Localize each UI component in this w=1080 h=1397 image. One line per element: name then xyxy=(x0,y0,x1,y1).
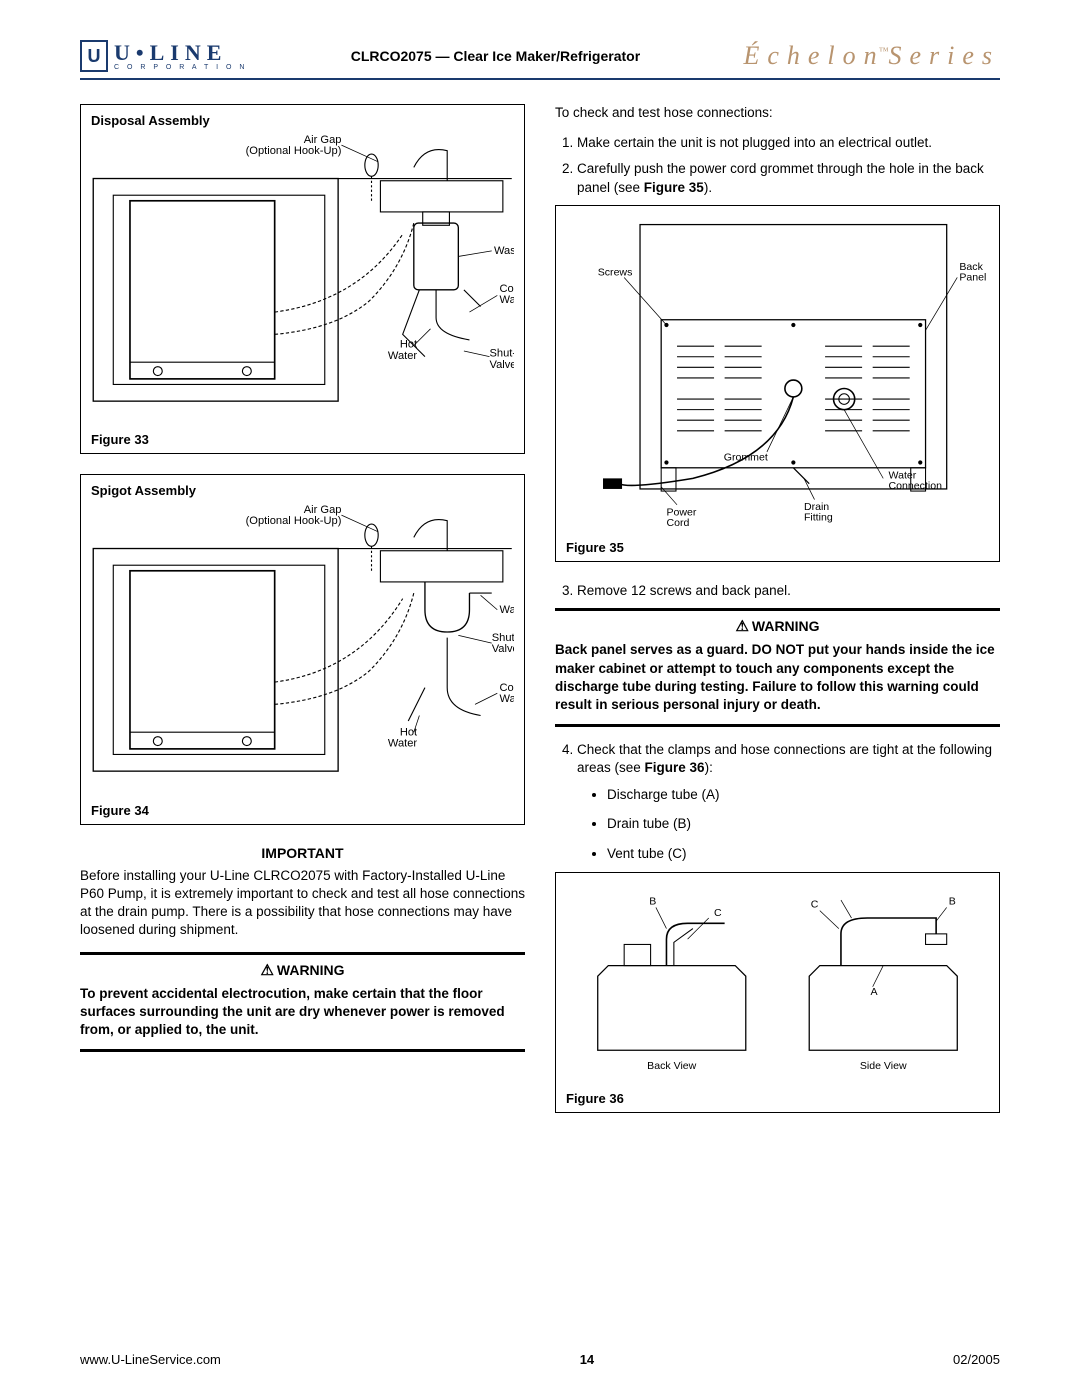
footer-date: 02/2005 xyxy=(953,1352,1000,1367)
right-column: To check and test hose connections: Make… xyxy=(555,104,1000,1133)
warning-triangle-icon-2: ⚠ xyxy=(735,618,748,635)
important-heading: IMPORTANT xyxy=(80,845,525,861)
lbl34-airgap2: (Optional Hook-Up) xyxy=(246,515,342,527)
product-title: CLRCO2075 — Clear Ice Maker/Refrigerator xyxy=(351,48,640,64)
step4-c: ): xyxy=(705,760,713,775)
lbl-water: Water xyxy=(500,294,514,306)
warning-triangle-icon: ⚠ xyxy=(260,962,273,979)
steps-list-2: Remove 12 screws and back panel. xyxy=(555,582,1000,600)
lbl35-fitting: Fitting xyxy=(804,512,833,524)
left-warning-heading: ⚠WARNING xyxy=(80,961,525,979)
figure-33-box: Disposal Assembly xyxy=(80,104,525,454)
lbl36-backview: Back View xyxy=(647,1061,696,1073)
right-warning-label: WARNING xyxy=(752,618,820,634)
lbl35-panel: Panel xyxy=(959,271,986,283)
fig34-diagram: Air Gap (Optional Hook-Up) Waste Shut-Of… xyxy=(91,504,514,793)
step-2: Carefully push the power cord grommet th… xyxy=(577,160,1000,196)
step-4: Check that the clamps and hose connectio… xyxy=(577,741,1000,864)
bullet-a: Discharge tube (A) xyxy=(607,784,1000,806)
left-warning-block: ⚠WARNING To prevent accidental electrocu… xyxy=(80,952,525,1053)
lbl36-sideview: Side View xyxy=(860,1061,907,1073)
fig33-title: Disposal Assembly xyxy=(91,113,514,128)
trademark-icon: ™ xyxy=(879,46,889,57)
fig34-title: Spigot Assembly xyxy=(91,483,514,498)
fig33-caption: Figure 33 xyxy=(91,432,514,447)
lbl-airgap2: (Optional Hook-Up) xyxy=(246,145,342,157)
left-column: Disposal Assembly xyxy=(80,104,525,1133)
tube-bullets: Discharge tube (A) Drain tube (B) Vent t… xyxy=(577,784,1000,865)
right-warning-block: ⚠WARNING Back panel serves as a guard. D… xyxy=(555,608,1000,727)
lbl35-conn: Connection xyxy=(889,480,943,492)
step2-a: Carefully push the power cord grommet th… xyxy=(577,161,984,194)
logo-sub: C O R P O R A T I O N xyxy=(114,64,247,71)
series-pre: Échelon xyxy=(743,41,884,70)
steps-list-3: Check that the clamps and hose connectio… xyxy=(555,741,1000,864)
step-1: Make certain the unit is not plugged int… xyxy=(577,134,1000,152)
figure-35-box: Screws Back Panel Grommet Water Connecti… xyxy=(555,205,1000,562)
lbl35-cord: Cord xyxy=(666,517,689,529)
steps-list: Make certain the unit is not plugged int… xyxy=(555,134,1000,197)
logo-brand: U•LINE xyxy=(114,42,247,64)
lbl34-water1: Water xyxy=(500,694,514,706)
series-title: Échelon™Series xyxy=(743,41,1000,71)
fig36-caption: Figure 36 xyxy=(566,1091,989,1106)
content-columns: Disposal Assembly xyxy=(80,104,1000,1133)
lbl36-b1: B xyxy=(649,896,656,908)
page-header: U U•LINE C O R P O R A T I O N CLRCO2075… xyxy=(80,40,1000,80)
lbl34-valve: Valve xyxy=(492,643,514,655)
step2-c: ). xyxy=(704,180,712,195)
important-body: Before installing your U-Line CLRCO2075 … xyxy=(80,867,525,940)
step4-a: Check that the clamps and hose connectio… xyxy=(577,742,992,775)
footer-page: 14 xyxy=(580,1352,594,1367)
logo-text: U•LINE C O R P O R A T I O N xyxy=(114,42,247,71)
lbl36-a: A xyxy=(871,987,879,999)
lbl36-c2: C xyxy=(811,899,819,911)
left-warning-label: WARNING xyxy=(277,962,345,978)
lbl35-screws: Screws xyxy=(598,266,633,278)
fig36-diagram: B C Back View C B A Side View xyxy=(566,881,989,1082)
logo-block: U U•LINE C O R P O R A T I O N xyxy=(80,40,247,72)
page-footer: www.U-LineService.com 14 02/2005 xyxy=(80,1352,1000,1367)
step2-b: Figure 35 xyxy=(644,180,704,195)
footer-url: www.U-LineService.com xyxy=(80,1352,221,1367)
series-post: Series xyxy=(888,41,1000,70)
bullet-c: Vent tube (C) xyxy=(607,843,1000,865)
lbl-waste: Waste xyxy=(494,245,514,257)
step-3: Remove 12 screws and back panel. xyxy=(577,582,1000,600)
lbl-valve: Valve xyxy=(490,359,514,371)
fig35-diagram: Screws Back Panel Grommet Water Connecti… xyxy=(566,214,989,531)
figure-34-box: Spigot Assembly xyxy=(80,474,525,824)
lbl34-water2: Water xyxy=(388,738,418,750)
lbl36-b2: B xyxy=(949,896,956,908)
lbl36-c1: C xyxy=(714,907,722,919)
lbl34-waste: Waste xyxy=(500,604,514,616)
figure-36-box: B C Back View C B A Side View Figure 36 xyxy=(555,872,1000,1113)
fig35-caption: Figure 35 xyxy=(566,540,989,555)
left-warning-text: To prevent accidental electrocution, mak… xyxy=(80,985,525,1040)
fig34-caption: Figure 34 xyxy=(91,803,514,818)
bullet-b: Drain tube (B) xyxy=(607,813,1000,835)
step4-b: Figure 36 xyxy=(645,760,705,775)
logo-mark-icon: U xyxy=(80,40,108,72)
lbl35-grommet: Grommet xyxy=(724,451,768,463)
lbl-water2: Water xyxy=(388,350,418,362)
right-warning-text: Back panel serves as a guard. DO NOT put… xyxy=(555,641,1000,714)
right-warning-heading: ⚠WARNING xyxy=(555,617,1000,635)
right-intro: To check and test hose connections: xyxy=(555,104,1000,122)
fig33-diagram: Air Gap (Optional Hook-Up) Waste Cold Wa… xyxy=(91,134,514,423)
